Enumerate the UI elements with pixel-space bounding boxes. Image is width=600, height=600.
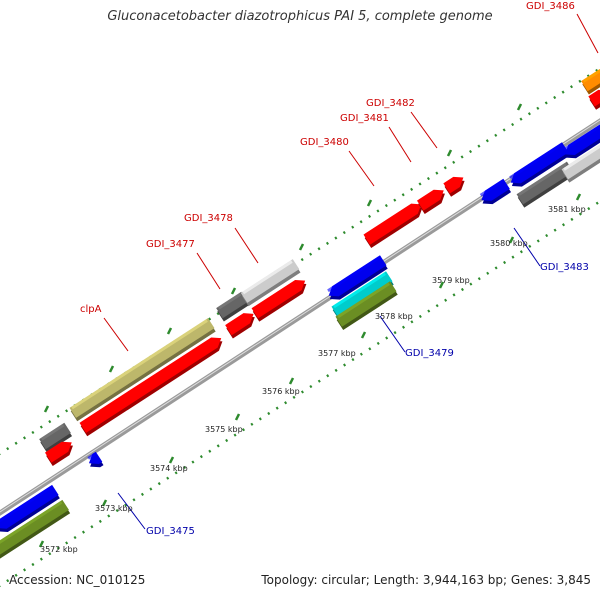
gene-feature-red-3 <box>225 313 255 339</box>
accession-text: Accession: NC_010125 <box>9 573 146 587</box>
gene-feature-olive-1 <box>0 499 71 559</box>
gene-label-GDI_3486: GDI_3486 <box>526 1 575 12</box>
gene-feature-dark-1 <box>39 422 73 453</box>
gene-feature-blue-5 <box>509 142 570 187</box>
gene-feature-blue-3 <box>327 255 388 300</box>
scale-tick-label: 3572 kbp <box>40 545 78 554</box>
gene-label-GDI_3478: GDI_3478 <box>184 213 233 224</box>
scale-tick-label: 3573 kbp <box>95 504 133 513</box>
scale-tick-label: 3578 kbp <box>375 312 413 321</box>
gene-label-GDI_3482: GDI_3482 <box>366 98 415 109</box>
gene-feature-dark-3 <box>516 161 575 208</box>
gene-feature-clpA <box>69 318 216 422</box>
scale-tick-label: 3577 kbp <box>318 349 356 358</box>
gene-feature-red-6 <box>416 189 445 214</box>
gene-feature-blue-4 <box>479 178 512 205</box>
scale-tick-label: 3581 kbp <box>548 205 586 214</box>
gene-feature-blue-6 <box>563 124 600 159</box>
leader-line-GDI_3486 <box>576 13 599 54</box>
gene-feature-orange <box>581 69 600 95</box>
gene-features <box>0 69 600 559</box>
gene-label-GDI_3483: GDI_3483 <box>540 262 589 273</box>
gene-feature-red-7 <box>443 176 465 197</box>
inner-dotted-band <box>0 199 600 588</box>
gene-feature-dark-2 <box>216 291 250 322</box>
leader-line-GDI_3477 <box>196 252 221 290</box>
scale-tick-label: 3579 kbp <box>432 276 470 285</box>
gene-feature-light-1 <box>240 259 301 307</box>
leader-line-GDI_3483 <box>513 227 541 267</box>
gene-feature-blue-1 <box>87 451 104 468</box>
leader-line-GDI_3482 <box>410 111 438 149</box>
genome-summary-text: Topology: circular; Length: 3,944,163 bp… <box>261 573 591 587</box>
gene-labels: clpA GDI_3477 GDI_3478 GDI_3480 GDI_3481 GDI_… <box>80 1 599 537</box>
scale-tick-label: 3574 kbp <box>150 464 188 473</box>
map-title: Gluconacetobacter diazotrophicus PAI 5, … <box>107 9 493 24</box>
gene-label-GDI_3481: GDI_3481 <box>340 113 389 124</box>
gene-label-GDI_3479: GDI_3479 <box>405 348 454 359</box>
leader-line-GDI_3478 <box>234 227 259 264</box>
leader-line-GDI_3481 <box>388 126 412 163</box>
major-ticks <box>38 103 582 548</box>
gene-feature-light-2 <box>561 144 600 183</box>
gene-feature-red-2 <box>79 337 223 437</box>
leader-line-GDI_3475 <box>117 492 146 530</box>
leader-line-GDI_3479 <box>379 315 406 353</box>
leader-line-GDI_3480 <box>348 150 375 187</box>
gene-feature-red-1 <box>44 441 73 466</box>
scale-tick-label: 3576 kbp <box>262 387 300 396</box>
scale-tick-labels: 3572 kbp 3573 kbp 3574 kbp 3575 kbp 3576 kbp… <box>40 205 586 554</box>
gene-feature-red-5 <box>363 203 423 249</box>
scale-tick-label: 3575 kbp <box>205 425 243 434</box>
scale-tick-label: 3580 kbp <box>490 239 528 248</box>
gene-label-clpA: clpA <box>80 304 102 315</box>
gene-feature-olive-2 <box>335 281 398 331</box>
gene-feature-red-8 <box>588 89 600 110</box>
gene-label-GDI_3475: GDI_3475 <box>146 526 195 537</box>
leader-line-clpA <box>103 317 129 352</box>
gene-feature-blue-2 <box>0 484 60 533</box>
gene-feature-red-4 <box>251 279 307 322</box>
gene-label-GDI_3477: GDI_3477 <box>146 239 195 250</box>
gene-label-GDI_3480: GDI_3480 <box>300 137 349 148</box>
